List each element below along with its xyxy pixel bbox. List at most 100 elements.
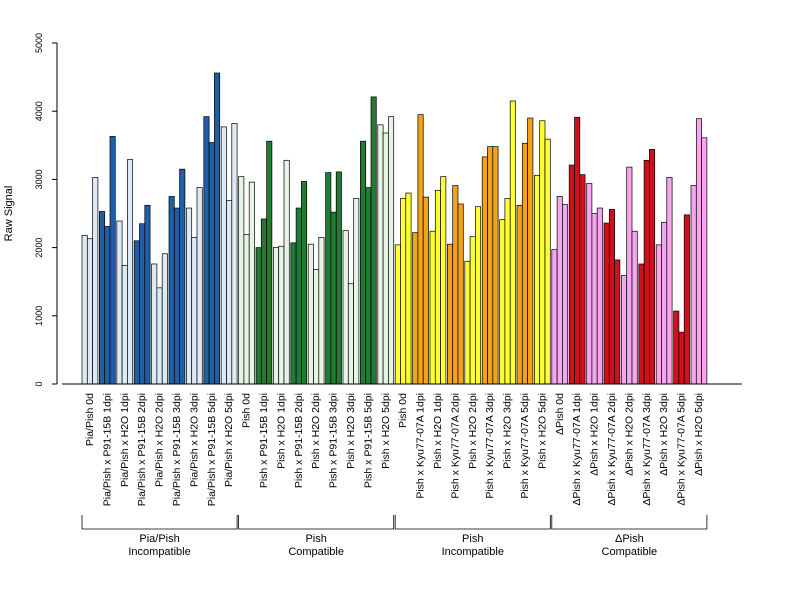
category-label: Pish x H2O 5dpi bbox=[536, 393, 548, 469]
bar bbox=[643, 159, 650, 385]
category-label: Pia/Pish x P91-15B 5dpi bbox=[206, 393, 218, 506]
bar bbox=[370, 96, 377, 385]
bar bbox=[335, 171, 342, 385]
bar bbox=[342, 230, 349, 385]
bar bbox=[220, 126, 227, 385]
bar bbox=[307, 243, 314, 385]
bar bbox=[596, 207, 603, 385]
bar bbox=[139, 223, 146, 385]
category-label: ΔPish x Kyu77-07A 5dpi bbox=[676, 393, 688, 506]
category-label: Pia/Pish 0d bbox=[84, 393, 96, 446]
category-label: Pish x P91-15B 3dpi bbox=[328, 393, 340, 488]
bar bbox=[452, 185, 459, 385]
category-label: ΔPish x H2O 3dpi bbox=[658, 393, 670, 476]
bar bbox=[92, 177, 99, 385]
bar bbox=[325, 172, 332, 385]
bar bbox=[86, 238, 93, 385]
bar bbox=[638, 263, 645, 385]
category-label: Pia/Pish x H2O 1dpi bbox=[119, 393, 131, 487]
bar bbox=[260, 218, 267, 385]
category-label: Pish x H2O 2dpi bbox=[310, 393, 322, 469]
bar bbox=[509, 100, 516, 385]
category-label: Pish x H2O 1dpi bbox=[432, 393, 444, 469]
bar bbox=[388, 116, 395, 385]
bar bbox=[481, 156, 488, 385]
group-label-line2: Incompatible bbox=[128, 546, 190, 558]
category-label: Pia/Pish x H2O 2dpi bbox=[154, 393, 166, 487]
bar bbox=[556, 196, 563, 385]
bar bbox=[586, 183, 593, 385]
category-label: Pia/Pish x H2O 3dpi bbox=[188, 393, 200, 487]
bar bbox=[109, 136, 116, 385]
bar bbox=[394, 244, 401, 385]
bar bbox=[382, 132, 389, 385]
bar bbox=[161, 253, 168, 385]
bar bbox=[301, 181, 308, 385]
bar bbox=[412, 232, 419, 385]
y-tick-label: 0 bbox=[34, 381, 44, 386]
category-label: Pish 0d bbox=[241, 393, 253, 428]
category-label: Pia/Pish x H2O 5dpi bbox=[223, 393, 235, 487]
y-tick-label: 3000 bbox=[34, 169, 44, 189]
bar bbox=[168, 196, 175, 385]
category-label: Pish x H2O 3dpi bbox=[502, 393, 514, 469]
category-label: ΔPish x H2O 2dpi bbox=[623, 393, 635, 476]
bar bbox=[701, 137, 708, 385]
category-label: Pish x Kyu77-07A 5dpi bbox=[519, 393, 531, 499]
bar bbox=[516, 204, 523, 385]
category-label: Pia/Pish x P91-15B 1dpi bbox=[101, 393, 113, 506]
bar bbox=[255, 247, 262, 385]
bar bbox=[196, 187, 203, 385]
bar bbox=[144, 204, 151, 385]
category-label: Pish x P91-15B 5dpi bbox=[362, 393, 374, 488]
category-label: Pish x P91-15B 1dpi bbox=[258, 393, 270, 488]
bar bbox=[568, 164, 575, 385]
bar bbox=[475, 206, 482, 385]
y-tick-label: 1000 bbox=[34, 306, 44, 326]
category-label: Pia/Pish x P91-15B 2dpi bbox=[136, 393, 148, 506]
y-tick-label: 2000 bbox=[34, 238, 44, 258]
bar bbox=[457, 203, 464, 385]
bar bbox=[313, 269, 320, 385]
bar bbox=[527, 117, 534, 385]
bar bbox=[278, 245, 285, 385]
y-axis: 0 1000 2000 3000 4000 5000 bbox=[34, 33, 58, 387]
bar bbox=[492, 146, 499, 385]
bar bbox=[208, 142, 215, 385]
bar bbox=[191, 237, 198, 385]
group-label-line1: Pish bbox=[462, 533, 483, 545]
bar bbox=[574, 116, 581, 385]
bar bbox=[626, 166, 633, 385]
bar bbox=[179, 168, 186, 385]
bar bbox=[248, 181, 255, 385]
category-label: Pish x Kyu77-07A 2dpi bbox=[449, 393, 461, 499]
category-label: ΔPish x Kyu77-07A 1dpi bbox=[571, 393, 583, 506]
bar bbox=[121, 264, 128, 385]
bar bbox=[534, 174, 541, 385]
bar bbox=[81, 234, 88, 385]
bar bbox=[405, 192, 412, 385]
category-label: Pish x H2O 1dpi bbox=[275, 393, 287, 469]
bar bbox=[614, 259, 621, 385]
bar bbox=[347, 283, 354, 385]
category-label: Pish x H2O 3dpi bbox=[345, 393, 357, 469]
bar bbox=[544, 138, 551, 385]
bar bbox=[504, 198, 511, 385]
bar bbox=[683, 214, 690, 385]
bar bbox=[283, 159, 290, 385]
group-label-line2: Compatible bbox=[602, 546, 658, 558]
bar bbox=[678, 331, 685, 385]
category-label: Pish x Kyu77-07A 3dpi bbox=[484, 393, 496, 499]
bar bbox=[173, 207, 180, 385]
bar bbox=[318, 237, 325, 385]
bar bbox=[499, 219, 506, 385]
bar bbox=[99, 211, 106, 385]
bar bbox=[417, 114, 424, 385]
bar bbox=[290, 242, 297, 385]
bar bbox=[579, 174, 586, 385]
category-label: Pish x H2O 5dpi bbox=[380, 393, 392, 469]
category-label: Pia/Pish x P91-15B 3dpi bbox=[171, 393, 183, 506]
group-label-line2: Incompatible bbox=[442, 546, 504, 558]
bar bbox=[295, 207, 302, 385]
